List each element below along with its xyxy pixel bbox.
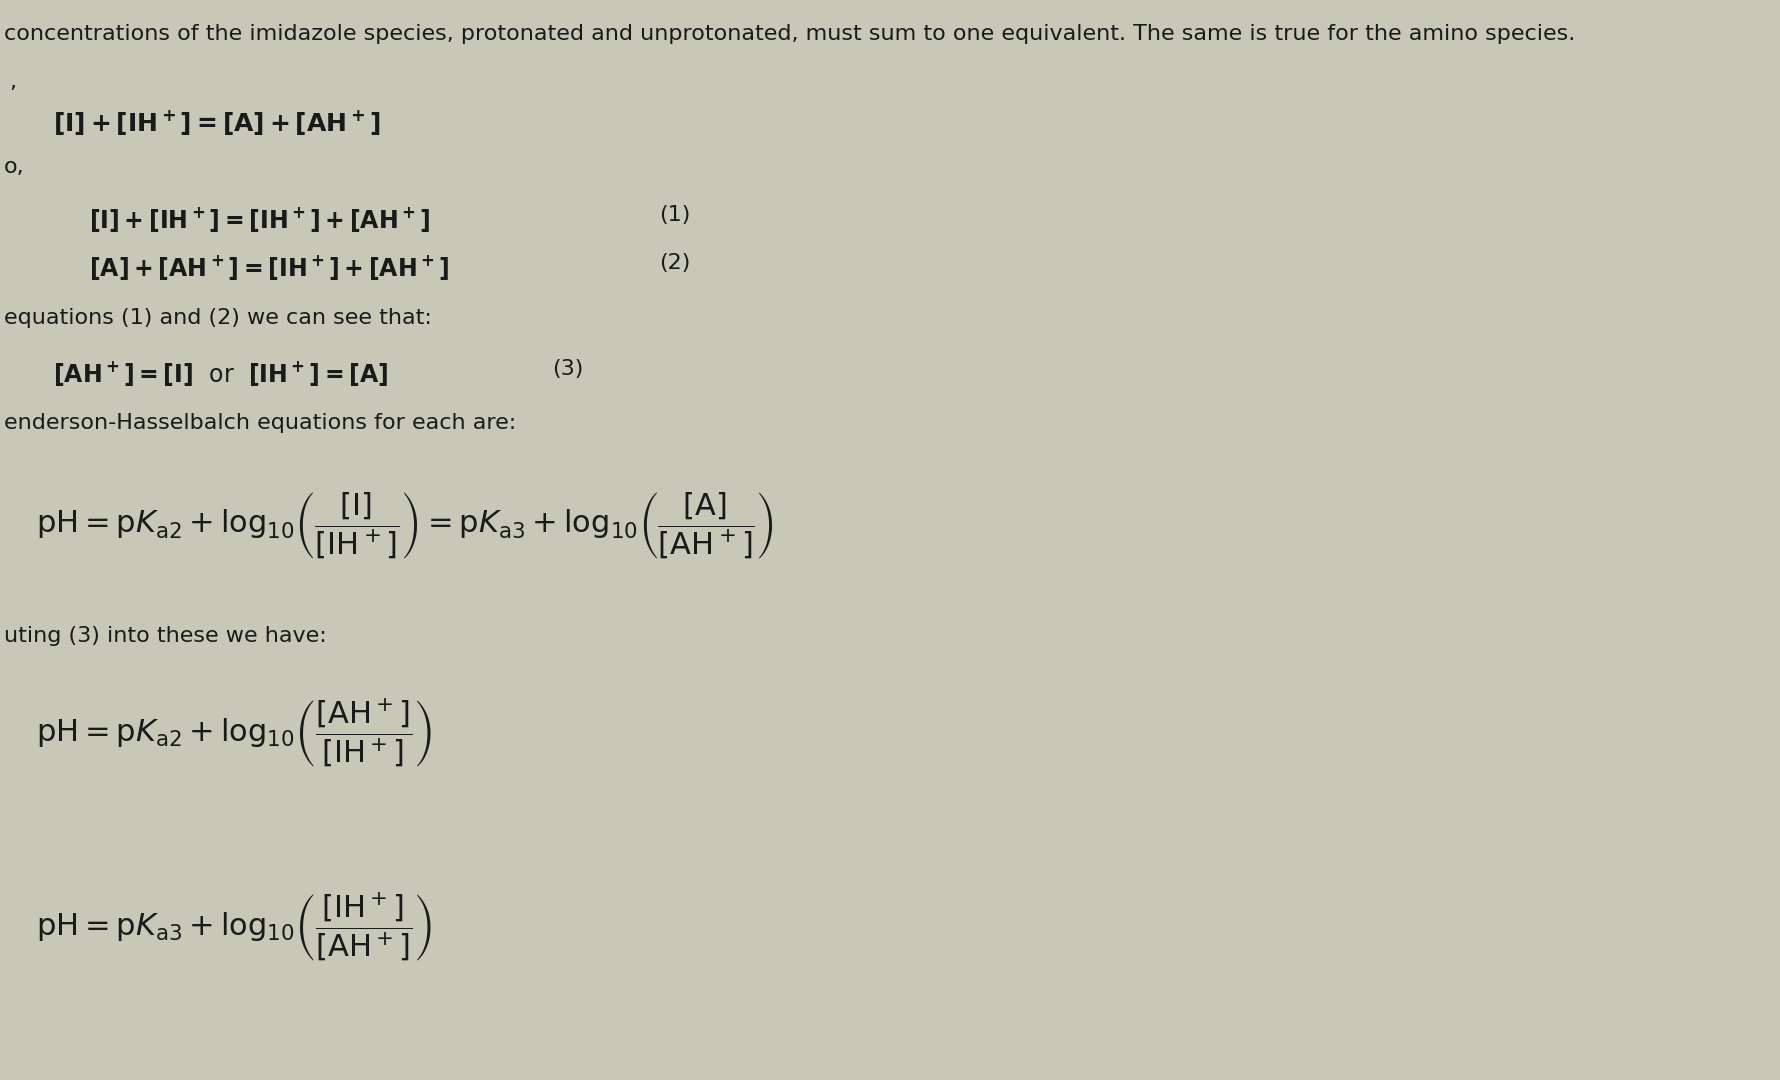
Text: uting (3) into these we have:: uting (3) into these we have: (4, 626, 326, 647)
Text: $\mathrm{pH} = \mathrm{p}K_{\mathrm{a}3} + \log_{10}\!\left(\dfrac{[\mathrm{IH}^: $\mathrm{pH} = \mathrm{p}K_{\mathrm{a}3}… (36, 891, 431, 964)
Text: $\mathbf{[A] + [AH^+] = [IH^+] + [AH^+]}$: $\mathbf{[A] + [AH^+] = [IH^+] + [AH^+]}… (89, 253, 449, 282)
Text: $\mathbf{[AH^+] = [I]\ \ \mathrm{or}\ \ [IH^+] = [A]}$: $\mathbf{[AH^+] = [I]\ \ \mathrm{or}\ \ … (53, 359, 388, 388)
Text: (2): (2) (659, 253, 691, 273)
Text: o,: o, (4, 157, 25, 177)
Text: $\mathbf{[I] + [IH^+] = [IH^+] + [AH^+]}$: $\mathbf{[I] + [IH^+] = [IH^+] + [AH^+]}… (89, 205, 429, 234)
Text: concentrations of the imidazole species, protonated and unprotonated, must sum t: concentrations of the imidazole species,… (4, 24, 1574, 44)
Text: $\mathbf{[I] + [IH^+] = [A] + [AH^+]}$: $\mathbf{[I] + [IH^+] = [A] + [AH^+]}$ (53, 108, 381, 137)
Text: enderson-Hasselbalch equations for each are:: enderson-Hasselbalch equations for each … (4, 413, 516, 433)
Text: ,: , (9, 72, 16, 93)
Text: (3): (3) (552, 359, 584, 379)
Text: (1): (1) (659, 205, 691, 226)
Text: equations (1) and (2) we can see that:: equations (1) and (2) we can see that: (4, 308, 431, 328)
Text: $\mathrm{pH} = \mathrm{p}K_{\mathrm{a}2} + \log_{10}\!\left(\dfrac{[\mathrm{AH}^: $\mathrm{pH} = \mathrm{p}K_{\mathrm{a}2}… (36, 697, 431, 770)
Text: $\mathrm{pH} = \mathrm{p}K_{\mathrm{a}2} + \log_{10}\!\left(\dfrac{[\mathrm{I}]}: $\mathrm{pH} = \mathrm{p}K_{\mathrm{a}2}… (36, 491, 773, 563)
